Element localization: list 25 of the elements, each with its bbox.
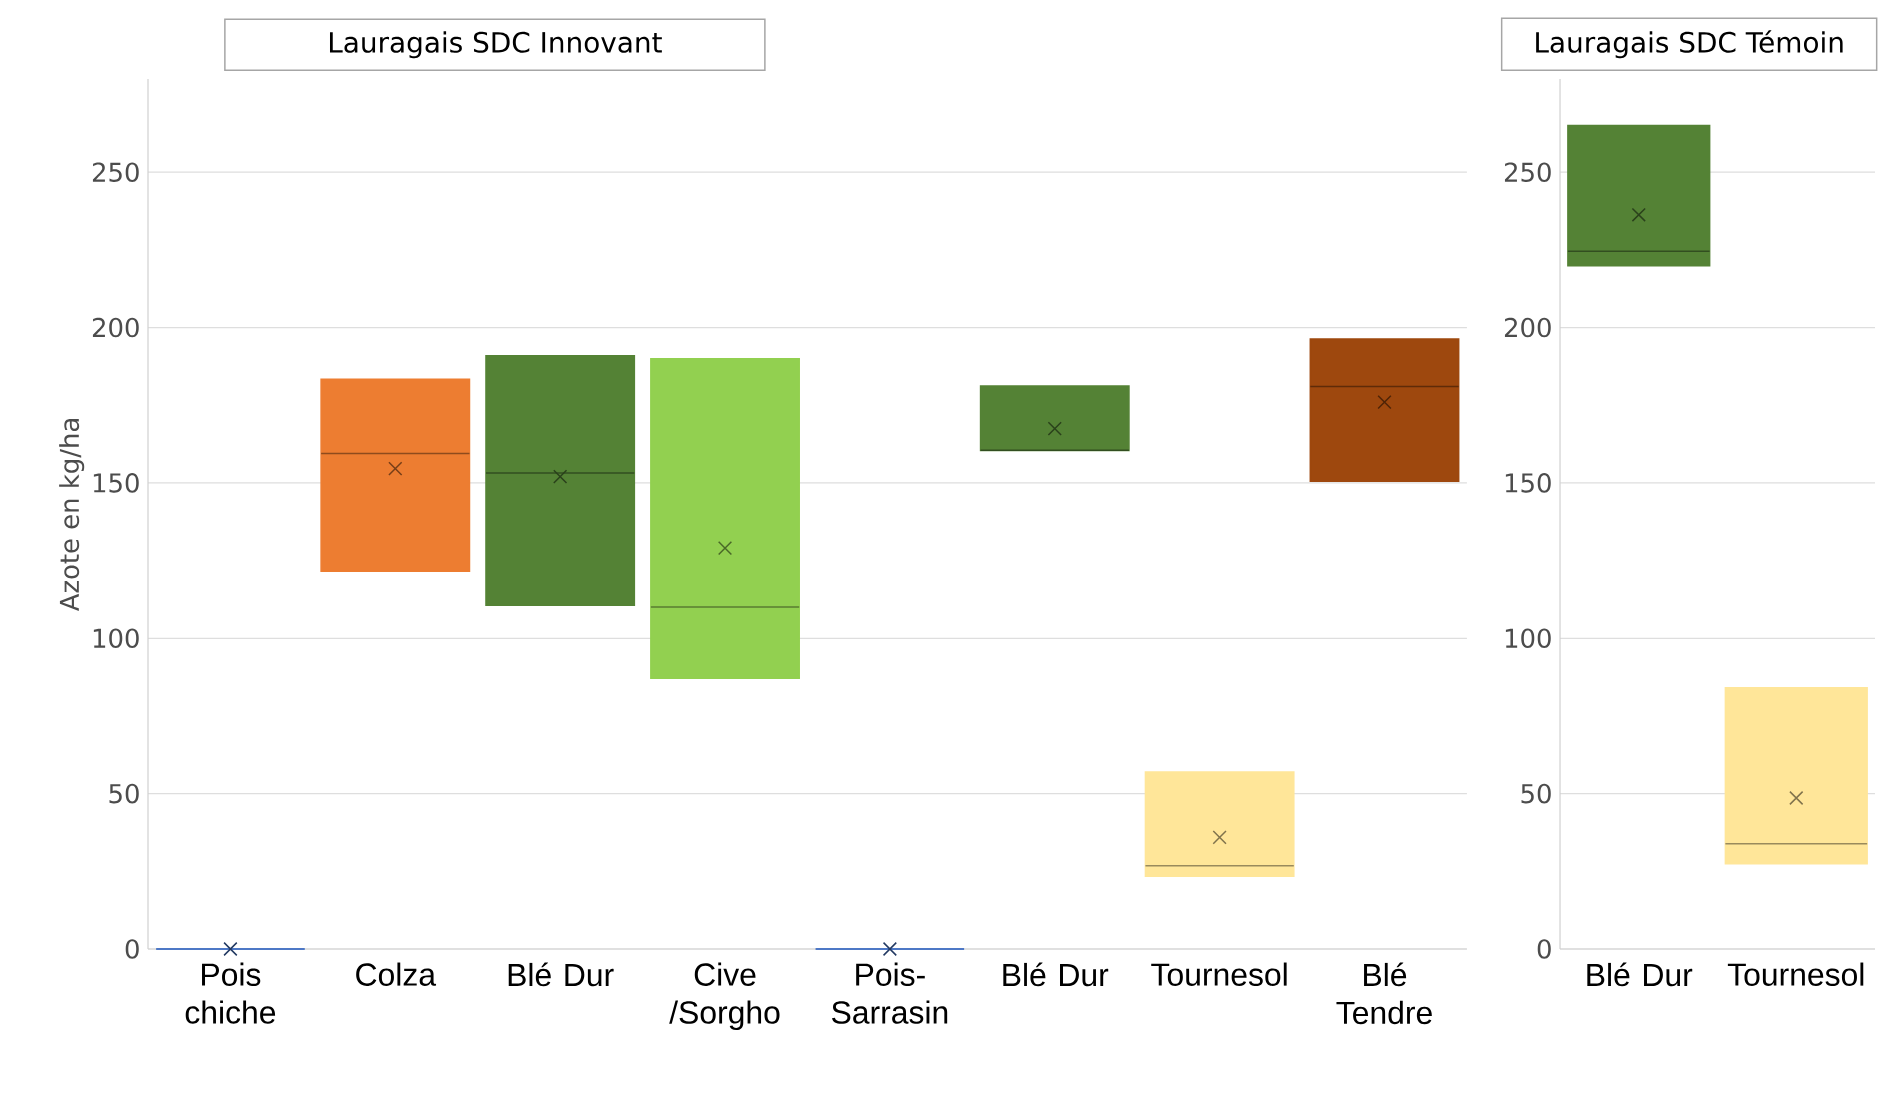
x-tick-label: Tournesol xyxy=(1151,962,1287,986)
y-tick-label: 100 xyxy=(93,628,139,649)
chart-title: Lauragais SDC Innovant xyxy=(329,31,662,59)
chart-title: Lauragais SDC Témoin xyxy=(1536,30,1843,59)
y-tick-label: 250 xyxy=(1504,162,1551,182)
y-tick-label: 50 xyxy=(109,783,139,804)
y-tick-label: 100 xyxy=(1505,628,1551,649)
y-tick-label: 0 xyxy=(1537,939,1551,959)
y-tick-label: 0 xyxy=(125,939,139,959)
y-tick-label: 250 xyxy=(92,162,139,182)
x-tick-label: Blé Tendre xyxy=(1336,962,1432,1025)
y-tick-label: 200 xyxy=(1504,317,1551,338)
x-tick-label: Blé Dur xyxy=(1003,962,1109,987)
y-tick-label: 200 xyxy=(92,317,139,338)
x-tick-label: Colza xyxy=(356,962,437,986)
y-axis-title: Azote en kg/ha xyxy=(59,419,85,612)
y-tick-label: 50 xyxy=(1521,783,1551,804)
x-tick-label: Pois chiche xyxy=(185,962,276,1024)
x-tick-label: Blé Dur xyxy=(1587,962,1693,987)
y-tick-label: 150 xyxy=(1505,473,1551,493)
x-tick-label: Pois-Sarrasin xyxy=(831,962,948,1024)
x-tick-label: Cive /Sorgho xyxy=(669,962,780,1031)
y-tick-label: 150 xyxy=(93,473,139,493)
x-tick-label: Tournesol xyxy=(1727,962,1864,986)
x-tick-label: Blé Dur xyxy=(508,962,614,987)
